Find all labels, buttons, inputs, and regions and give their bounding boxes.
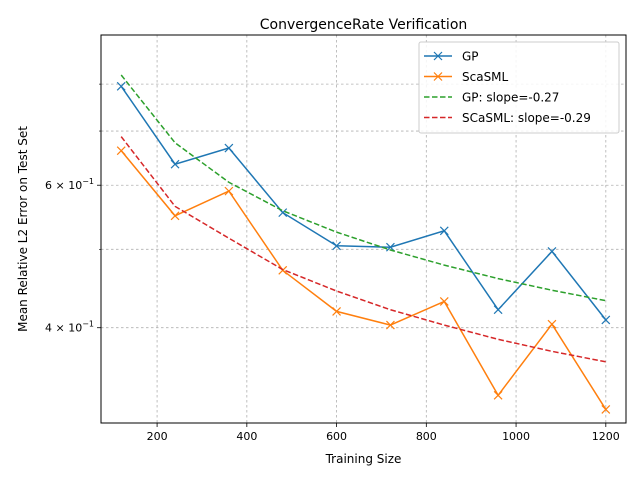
marker-stroke	[601, 405, 611, 414]
data-point	[332, 306, 342, 316]
marker-stroke	[601, 315, 611, 325]
data-point	[224, 186, 234, 196]
legend-label: ScaSML	[462, 70, 509, 84]
legend-item-1: ScaSML	[424, 70, 509, 84]
data-point	[439, 226, 449, 236]
y-tick-label: 6 × 10−1	[45, 177, 94, 192]
marker-stroke	[332, 241, 342, 251]
data-point	[601, 315, 611, 325]
series-line	[120, 85, 607, 321]
plot-frame	[100, 34, 627, 424]
marker-stroke	[116, 81, 126, 91]
x-tick-label: 400	[236, 430, 257, 443]
marker-stroke	[547, 319, 557, 329]
data-point	[493, 305, 503, 315]
marker-stroke	[433, 72, 443, 81]
data-point	[385, 242, 395, 252]
legend-label: GP: slope=-0.27	[462, 91, 559, 105]
series-line	[120, 74, 606, 302]
data-point	[493, 390, 503, 400]
marker-stroke	[433, 51, 443, 61]
data-point	[601, 405, 611, 414]
series-0	[116, 81, 611, 325]
data-point	[116, 81, 126, 91]
legend-label: GP	[462, 50, 479, 64]
chart-title: ConvergenceRate Verification	[260, 17, 468, 33]
x-tick-label: 1000	[502, 430, 530, 443]
marker-stroke	[278, 208, 288, 218]
legend-marker	[433, 72, 443, 81]
marker-stroke	[493, 305, 503, 315]
series-1	[116, 146, 611, 414]
x-tick-label: 600	[326, 430, 347, 443]
marker-stroke	[385, 320, 395, 330]
data-point	[224, 143, 234, 153]
legend-item-2: GP: slope=-0.27	[424, 91, 559, 105]
marker-stroke	[385, 242, 395, 252]
marker-stroke	[439, 297, 449, 306]
x-tick-label: 1200	[592, 430, 620, 443]
data-point	[547, 319, 557, 329]
marker-stroke	[493, 390, 503, 400]
marker-stroke	[547, 246, 557, 256]
legend-item-3: SCaSML: slope=-0.29	[424, 111, 591, 125]
data-point	[439, 297, 449, 306]
data-point	[332, 241, 342, 251]
series-line	[120, 150, 607, 410]
series-line	[120, 136, 606, 363]
data-point	[547, 246, 557, 256]
marker-stroke	[224, 143, 234, 153]
series-layer	[116, 74, 611, 414]
legend: GP ScaSML GP: slope=-0.27 SCaSML: slope=-0.…	[418, 41, 620, 134]
y-tick-label: 4 × 10−1	[45, 320, 94, 335]
marker-stroke	[332, 306, 342, 316]
series-2	[120, 74, 606, 302]
x-tick-label: 800	[416, 430, 437, 443]
y-axis-label: Mean Relative L2 Error on Test Set	[16, 126, 30, 332]
data-point	[170, 159, 180, 169]
series-3	[120, 136, 606, 363]
data-point	[116, 146, 126, 156]
marker-stroke	[170, 159, 180, 169]
legend-box	[418, 41, 620, 134]
legend-item-0: GP	[424, 50, 479, 64]
data-point	[385, 320, 395, 330]
grid-layer	[101, 35, 626, 423]
x-tick-label: 200	[147, 430, 168, 443]
legend-label: SCaSML: slope=-0.29	[462, 111, 591, 125]
marker-stroke	[116, 146, 126, 156]
legend-marker	[433, 51, 443, 61]
x-axis-label: Training Size	[325, 452, 402, 466]
marker-stroke	[224, 186, 234, 196]
marker-stroke	[439, 226, 449, 236]
data-point	[170, 211, 180, 221]
marker-stroke	[170, 211, 180, 221]
tick-layer: 200 400 600 800 1000 1200 4 × 10−1 6 × 10−1	[45, 83, 620, 443]
